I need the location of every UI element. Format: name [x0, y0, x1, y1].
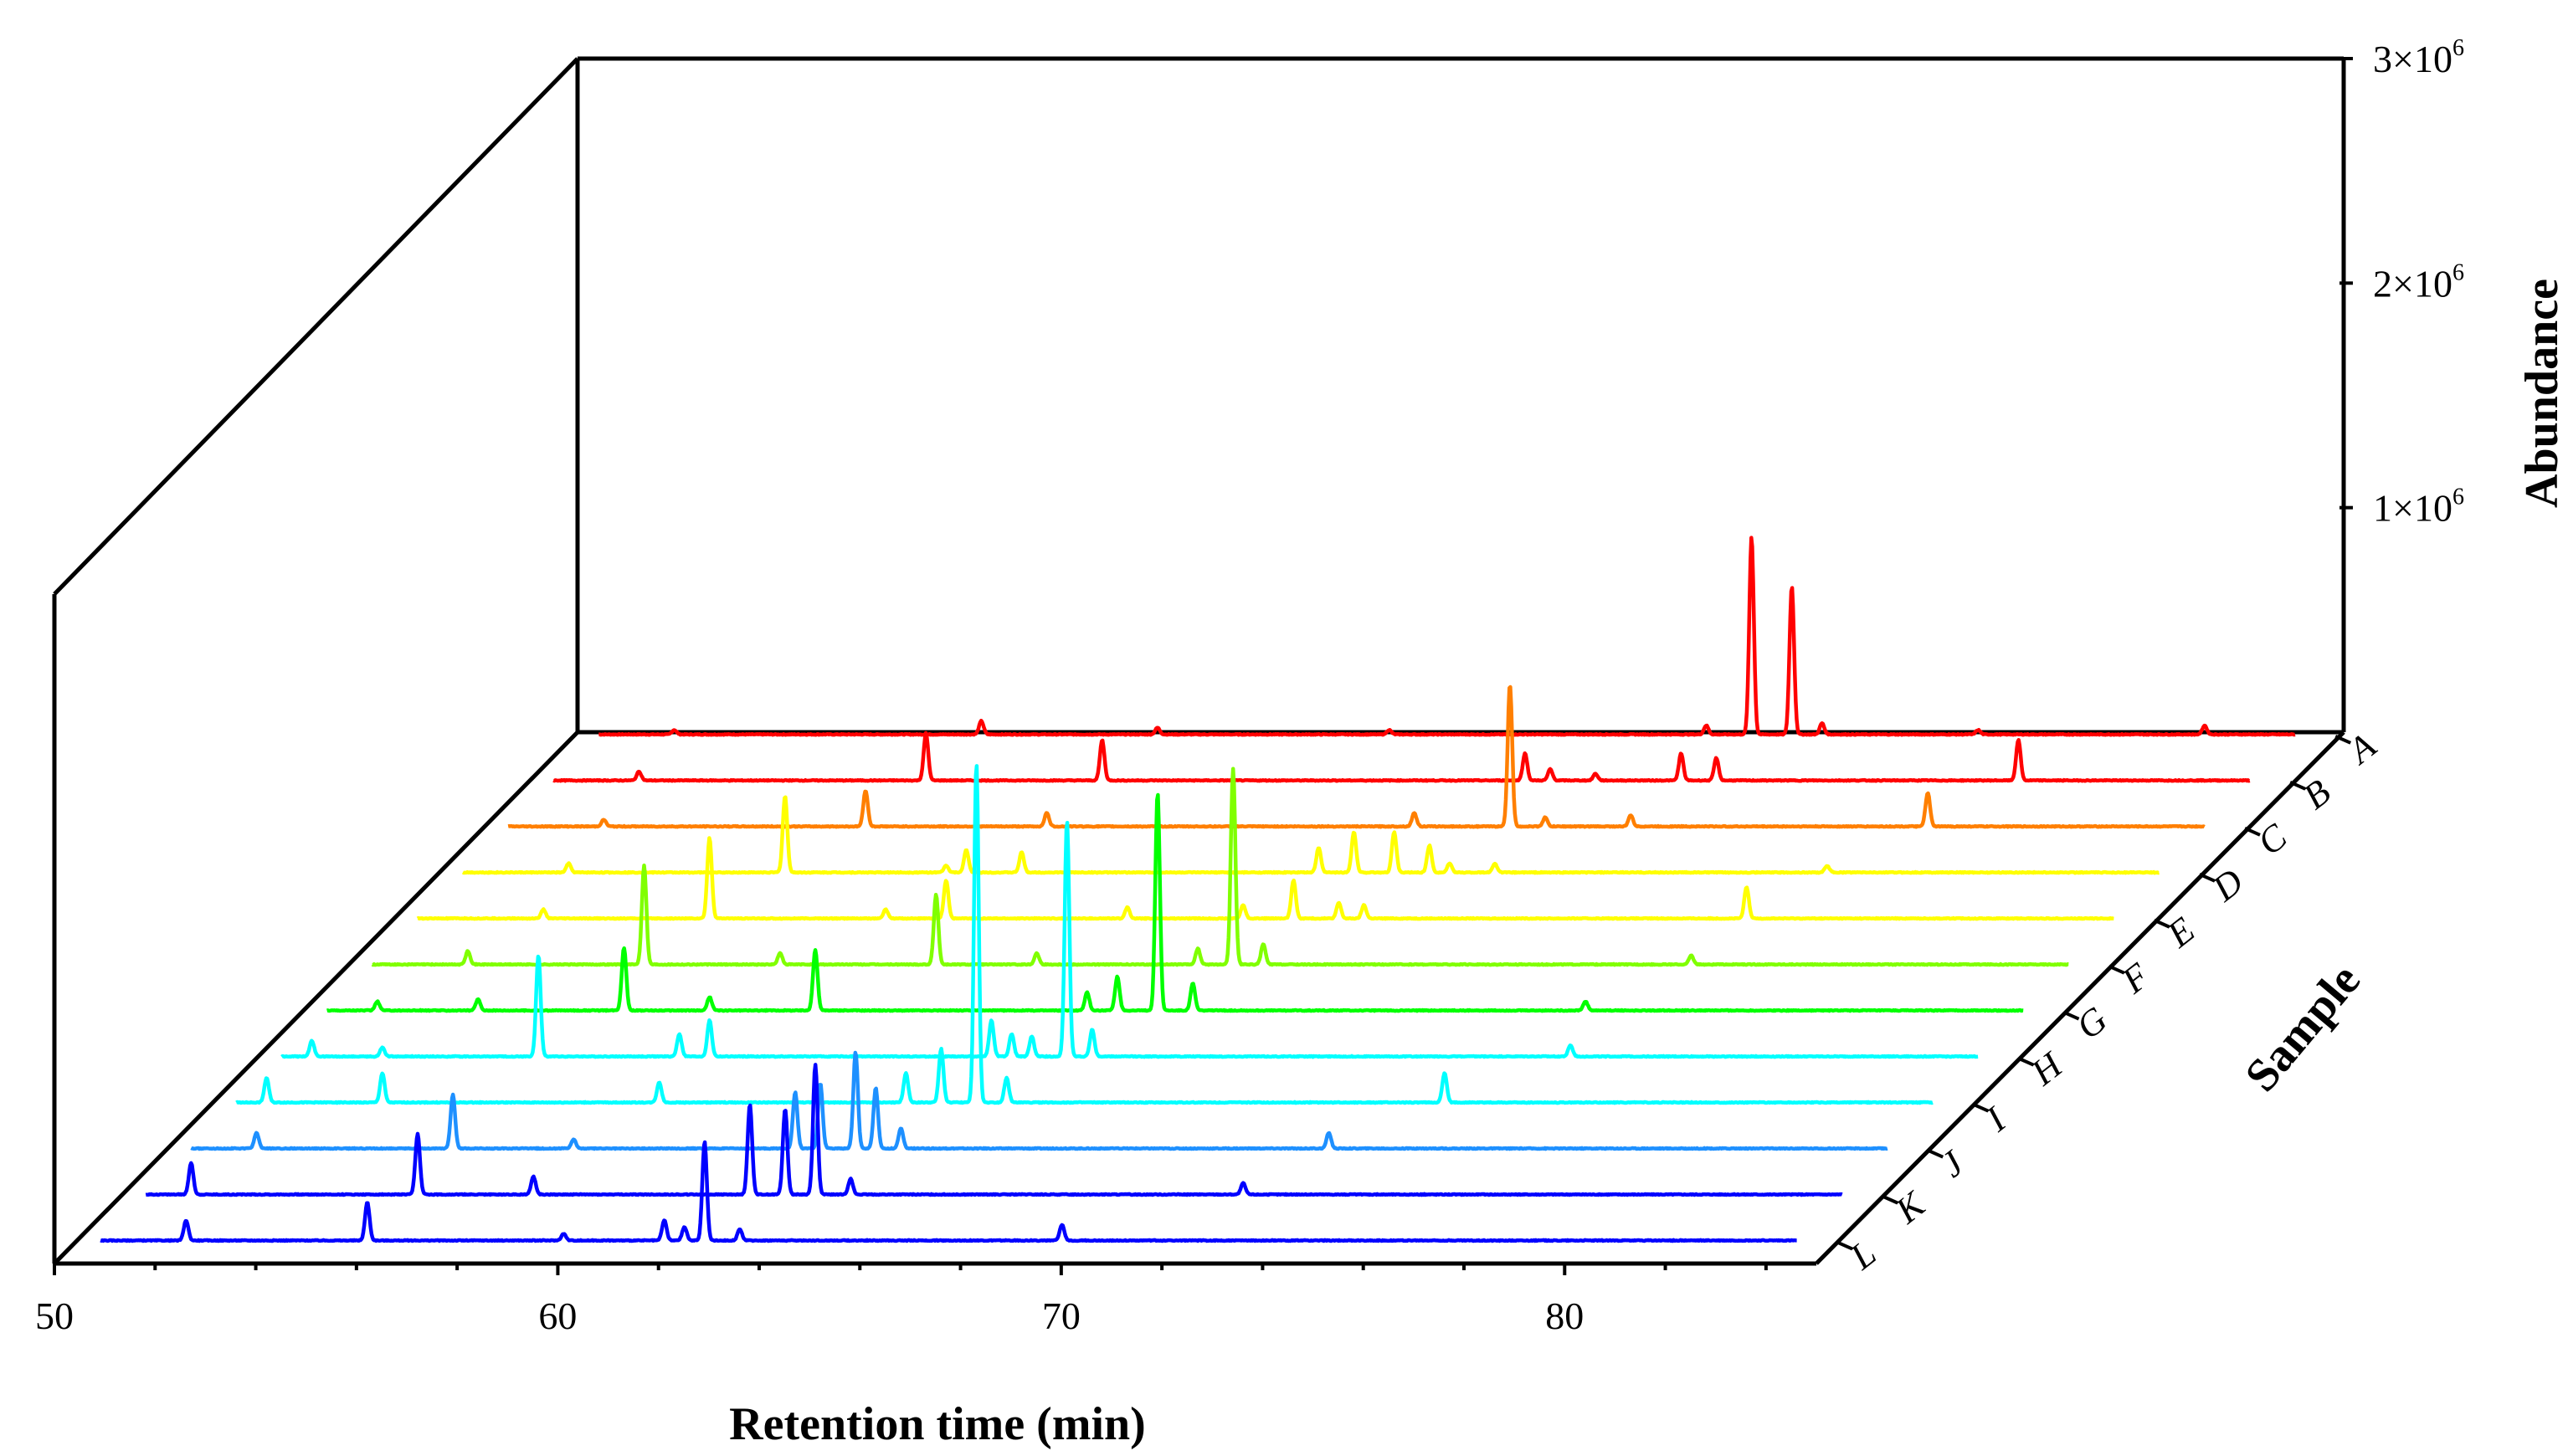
series-trace-L	[99, 1140, 1798, 1243]
x-tick-label: 60	[538, 1295, 577, 1337]
sample-tick-mark	[1882, 1194, 1898, 1205]
x-axis-title: Retention time (min)	[729, 1398, 1146, 1450]
series-trace-K	[145, 1063, 1843, 1197]
sample-tick-label: E	[2159, 909, 2202, 956]
sample-tick-label: I	[1978, 1098, 2015, 1140]
sample-tick-mark	[1836, 1240, 1853, 1251]
sample-tick-mark	[2199, 872, 2216, 883]
sample-tick-label: L	[1841, 1233, 1883, 1278]
frame-left-diagonal-top	[53, 57, 579, 596]
sample-tick-label: B	[2295, 772, 2338, 818]
chart-frame	[52, 56, 2346, 1266]
z-tick-label: 3×106	[2373, 35, 2464, 80]
sample-tick-label: J	[1933, 1141, 1973, 1185]
sample-tick-label: K	[1887, 1182, 1934, 1232]
sample-tick-mark	[2334, 735, 2352, 745]
x-tick-label: 70	[1042, 1295, 1081, 1337]
x-axis-ticks: 50 60 70 80	[35, 1264, 1768, 1337]
series-trace-D	[461, 795, 2160, 875]
sample-tick-mark	[2062, 1010, 2080, 1021]
series-trace-J	[190, 1050, 1889, 1151]
series-trace-C	[506, 684, 2206, 829]
z-tick-label: 2×106	[2373, 259, 2464, 305]
sample-tick-mark	[2108, 964, 2125, 975]
z-tick-label: 1×106	[2373, 484, 2464, 530]
sample-tick-label: G	[2069, 998, 2115, 1047]
z-axis-title: Abundance	[2516, 279, 2568, 508]
sample-tick-mark	[2244, 826, 2261, 837]
frame-left-diagonal-bottom	[53, 731, 579, 1265]
sample-tick-mark	[2289, 780, 2306, 791]
series-trace-A	[598, 536, 2297, 737]
sample-tick-mark	[2153, 918, 2170, 929]
series-trace-B	[552, 731, 2251, 783]
sample-tick-label: F	[2113, 955, 2158, 1002]
series-trace-H	[280, 820, 1980, 1059]
series-trace-I	[235, 764, 1934, 1105]
sample-tick-mark	[2017, 1056, 2035, 1067]
x-tick-label: 50	[35, 1295, 74, 1337]
chromatogram-traces	[99, 536, 2297, 1243]
z-axis-ticks: 1×106 2×106 3×106	[2339, 35, 2464, 530]
sample-axis-title: Sample	[2235, 955, 2370, 1102]
sample-tick-mark	[1927, 1148, 1944, 1159]
series-trace-F	[371, 766, 2070, 967]
x-tick-label: 80	[1545, 1295, 1584, 1337]
series-trace-G	[326, 792, 2025, 1013]
sample-axis-line	[1815, 731, 2345, 1265]
series-trace-E	[416, 836, 2115, 921]
sample-tick-mark	[1972, 1102, 1990, 1113]
